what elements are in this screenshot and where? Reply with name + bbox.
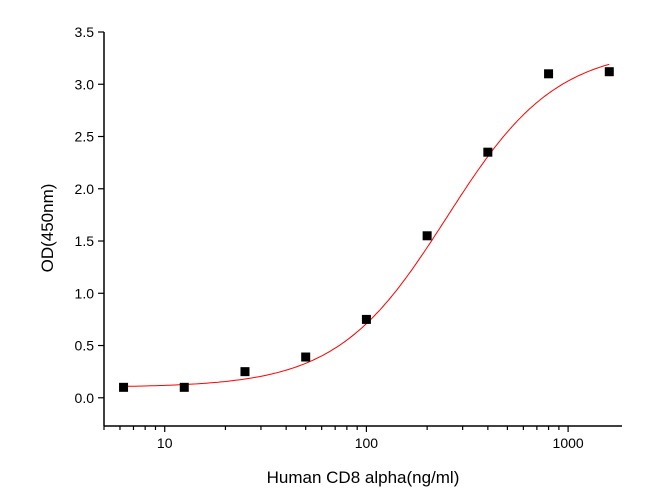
data-point bbox=[361, 314, 371, 324]
y-tick-label: 2.0 bbox=[75, 181, 95, 197]
y-tick-label: 2.5 bbox=[75, 129, 95, 145]
data-point bbox=[544, 69, 554, 79]
fit-curve bbox=[123, 63, 610, 387]
y-tick-label: 1.5 bbox=[75, 233, 95, 249]
data-point bbox=[422, 231, 432, 241]
x-tick-label: 10 bbox=[157, 435, 173, 451]
x-tick-label: 100 bbox=[355, 435, 379, 451]
data-points bbox=[119, 67, 614, 392]
y-tick-label: 0.5 bbox=[75, 338, 95, 354]
data-point bbox=[119, 382, 129, 392]
data-point bbox=[604, 67, 614, 77]
y-tick-label: 1.0 bbox=[75, 285, 95, 301]
axes: 0.0 0.5 1.0 1.5 2.0 2.5 3.0 3.5 10 100 1000 bbox=[75, 24, 622, 451]
data-point bbox=[301, 352, 311, 362]
y-tick-label: 0.0 bbox=[75, 390, 95, 406]
data-point bbox=[179, 382, 189, 392]
y-tick-label: 3.0 bbox=[75, 76, 95, 92]
data-point bbox=[240, 367, 250, 377]
y-axis-label: OD(450nm) bbox=[38, 184, 57, 273]
y-tick-label: 3.5 bbox=[75, 24, 95, 40]
x-axis-label: Human CD8 alpha(ng/ml) bbox=[267, 468, 460, 487]
data-point bbox=[483, 147, 493, 157]
x-tick-label: 1000 bbox=[553, 435, 584, 451]
fit-curve-group bbox=[123, 63, 610, 387]
